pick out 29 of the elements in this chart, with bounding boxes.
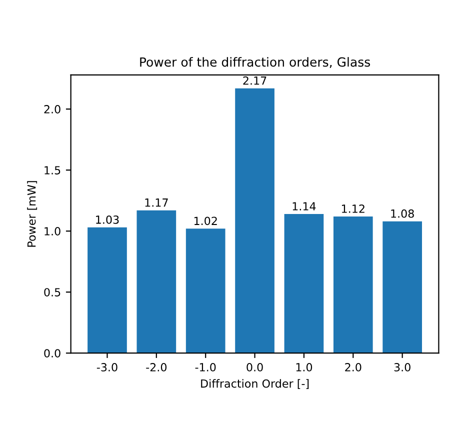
x-tick-label: -3.0 bbox=[96, 363, 118, 372]
x-tick-label: -1.0 bbox=[195, 363, 216, 372]
bar bbox=[136, 210, 176, 354]
y-tick-label: 1.0 bbox=[44, 227, 60, 236]
data-label: 1.08 bbox=[391, 209, 414, 218]
y-tick-label: 0.0 bbox=[44, 349, 60, 358]
data-label: 1.03 bbox=[96, 215, 119, 224]
y-tick-label: 0.5 bbox=[44, 288, 60, 296]
data-label: 1.02 bbox=[194, 216, 217, 226]
chart-title: Power of the diffraction orders, Glass bbox=[140, 57, 370, 68]
data-label: 1.14 bbox=[292, 202, 316, 210]
bar bbox=[235, 88, 274, 354]
x-tick-label: 1.0 bbox=[296, 363, 312, 372]
x-tick-label: 0.0 bbox=[246, 363, 263, 372]
x-axis-title: Diffraction Order [-] bbox=[201, 379, 309, 390]
bar bbox=[333, 216, 373, 354]
bar bbox=[186, 228, 226, 354]
y-tick-label: 2.0 bbox=[44, 105, 60, 114]
bar bbox=[382, 221, 422, 354]
data-label: 1.17 bbox=[145, 198, 168, 207]
x-tick-label: 2.0 bbox=[345, 363, 362, 372]
x-tick-label: -2.0 bbox=[146, 363, 167, 372]
bar bbox=[88, 227, 127, 354]
data-label: 1.12 bbox=[342, 204, 364, 213]
x-tick-label: 3.0 bbox=[394, 363, 410, 372]
y-tick-label: 1.5 bbox=[44, 166, 60, 174]
data-label: 2.17 bbox=[243, 76, 266, 85]
bar bbox=[284, 214, 324, 354]
y-axis-title: Power [mW] bbox=[27, 181, 38, 247]
